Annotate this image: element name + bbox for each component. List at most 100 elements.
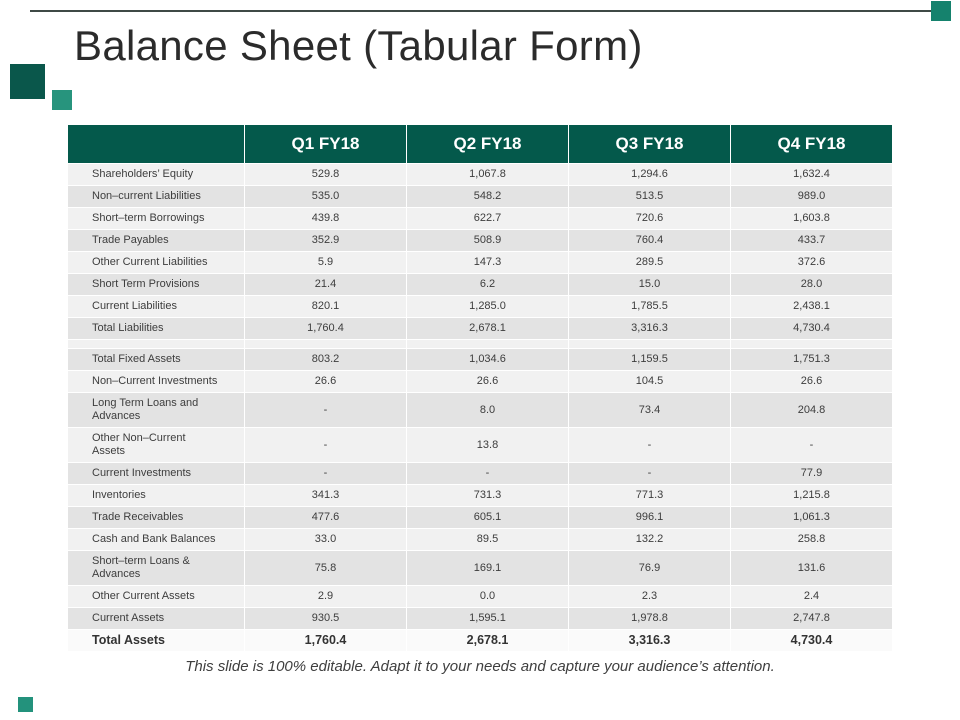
- column-header-q1-fy18: Q1 FY18: [244, 124, 407, 164]
- value-cell: [730, 339, 893, 349]
- value-cell: 771.3: [568, 484, 731, 507]
- value-cell: 1,294.6: [568, 163, 731, 186]
- value-cell: 930.5: [244, 607, 407, 630]
- value-cell: 73.4: [568, 392, 731, 428]
- table-row: Total Fixed Assets 803.2 1,034.6 1,159.5 1,7…: [67, 348, 893, 371]
- value-cell: 3,316.3: [568, 317, 731, 340]
- table-row: Current Investments - - -77.9: [67, 462, 893, 485]
- value-cell: 21.4: [244, 273, 407, 296]
- value-cell: 33.0: [244, 528, 407, 551]
- row-label: [67, 339, 245, 349]
- value-cell: 372.6: [730, 251, 893, 274]
- row-label: Non–current Liabilities: [67, 185, 245, 208]
- value-cell: 104.5: [568, 370, 731, 393]
- value-cell: 1,785.5: [568, 295, 731, 318]
- table-row: Cash and Bank Balances 33.0 89.5 132.2 258.8: [67, 528, 893, 551]
- corner-header-cell: [67, 124, 245, 164]
- row-label: Short Term Provisions: [67, 273, 245, 296]
- table-row: Other Current Liabilities 5.9 147.3 289.5 37…: [67, 251, 893, 274]
- value-cell: 720.6: [568, 207, 731, 230]
- row-label: Total Fixed Assets: [67, 348, 245, 371]
- column-header-q3-fy18: Q3 FY18: [568, 124, 731, 164]
- value-cell: 169.1: [406, 550, 569, 586]
- top-divider-line: [30, 10, 932, 12]
- value-cell: -: [244, 392, 407, 428]
- value-cell: 204.8: [730, 392, 893, 428]
- value-cell: 989.0: [730, 185, 893, 208]
- value-cell: 2,747.8: [730, 607, 893, 630]
- value-cell: 1,061.3: [730, 506, 893, 529]
- value-cell: 1,159.5: [568, 348, 731, 371]
- table-row: Other Non–Current Assets -13.8- -: [67, 427, 893, 463]
- value-cell: -: [568, 427, 731, 463]
- value-cell: -: [244, 462, 407, 485]
- value-cell: [406, 339, 569, 349]
- row-label: Current Investments: [67, 462, 245, 485]
- row-label: Trade Payables: [67, 229, 245, 252]
- value-cell: 1,285.0: [406, 295, 569, 318]
- row-label: Long Term Loans and Advances: [67, 392, 245, 428]
- table-row: [67, 339, 893, 349]
- value-cell: 1,760.4: [244, 629, 407, 652]
- value-cell: -: [730, 427, 893, 463]
- value-cell: 2.9: [244, 585, 407, 608]
- row-label: Current Assets: [67, 607, 245, 630]
- table-row: Shareholders’ Equity 529.8 1,067.8 1,294.6 1…: [67, 163, 893, 186]
- value-cell: 147.3: [406, 251, 569, 274]
- value-cell: 1,034.6: [406, 348, 569, 371]
- value-cell: 26.6: [244, 370, 407, 393]
- value-cell: 760.4: [568, 229, 731, 252]
- value-cell: 1,603.8: [730, 207, 893, 230]
- left-accent-square-large: [10, 64, 45, 99]
- value-cell: 731.3: [406, 484, 569, 507]
- table-row: Other Current Assets 2.9 0.0 2.3 2.4: [67, 585, 893, 608]
- value-cell: 1,632.4: [730, 163, 893, 186]
- value-cell: 28.0: [730, 273, 893, 296]
- value-cell: 2.3: [568, 585, 731, 608]
- value-cell: 2.4: [730, 585, 893, 608]
- value-cell: 439.8: [244, 207, 407, 230]
- value-cell: 820.1: [244, 295, 407, 318]
- table-row: Trade Receivables 477.6 605.1 996.1 1,061.3: [67, 506, 893, 529]
- table-row: Current Assets 930.5 1,595.1 1,978.8 2,747.8: [67, 607, 893, 630]
- row-label: Trade Receivables: [67, 506, 245, 529]
- table-row: Total Assets 1,760.4 2,678.1 3,316.3 4,730.4: [67, 629, 893, 652]
- table-row: Total Liabilities 1,760.4 2,678.1 3,316.3 4,…: [67, 317, 893, 340]
- table-row: Short–term Borrowings 439.8 622.7 720.6 1,60…: [67, 207, 893, 230]
- value-cell: 433.7: [730, 229, 893, 252]
- value-cell: 996.1: [568, 506, 731, 529]
- row-label: Shareholders’ Equity: [67, 163, 245, 186]
- value-cell: 76.9: [568, 550, 731, 586]
- top-right-accent-square: [931, 1, 951, 21]
- value-cell: 6.2: [406, 273, 569, 296]
- row-label: Inventories: [67, 484, 245, 507]
- value-cell: 289.5: [568, 251, 731, 274]
- slide-title: Balance Sheet (Tabular Form): [74, 22, 643, 69]
- column-header-q2-fy18: Q2 FY18: [406, 124, 569, 164]
- value-cell: -: [244, 427, 407, 463]
- value-cell: 15.0: [568, 273, 731, 296]
- row-label: Non–Current Investments: [67, 370, 245, 393]
- value-cell: -: [406, 462, 569, 485]
- value-cell: 8.0: [406, 392, 569, 428]
- value-cell: 26.6: [730, 370, 893, 393]
- value-cell: 1,751.3: [730, 348, 893, 371]
- table-row: Non–Current Investments 26.6 26.6 104.5 26.6: [67, 370, 893, 393]
- value-cell: 341.3: [244, 484, 407, 507]
- table-row: Current Liabilities 820.1 1,285.0 1,785.5 2,…: [67, 295, 893, 318]
- value-cell: 352.9: [244, 229, 407, 252]
- value-cell: 2,678.1: [406, 629, 569, 652]
- value-cell: 508.9: [406, 229, 569, 252]
- value-cell: 5.9: [244, 251, 407, 274]
- value-cell: 4,730.4: [730, 629, 893, 652]
- table-row: Non–current Liabilities 535.0 548.2 513.5 98…: [67, 185, 893, 208]
- value-cell: 1,215.8: [730, 484, 893, 507]
- value-cell: 258.8: [730, 528, 893, 551]
- column-header-q4-fy18: Q4 FY18: [730, 124, 893, 164]
- value-cell: -: [568, 462, 731, 485]
- value-cell: 535.0: [244, 185, 407, 208]
- row-label: Current Liabilities: [67, 295, 245, 318]
- value-cell: [244, 339, 407, 349]
- value-cell: [568, 339, 731, 349]
- value-cell: 89.5: [406, 528, 569, 551]
